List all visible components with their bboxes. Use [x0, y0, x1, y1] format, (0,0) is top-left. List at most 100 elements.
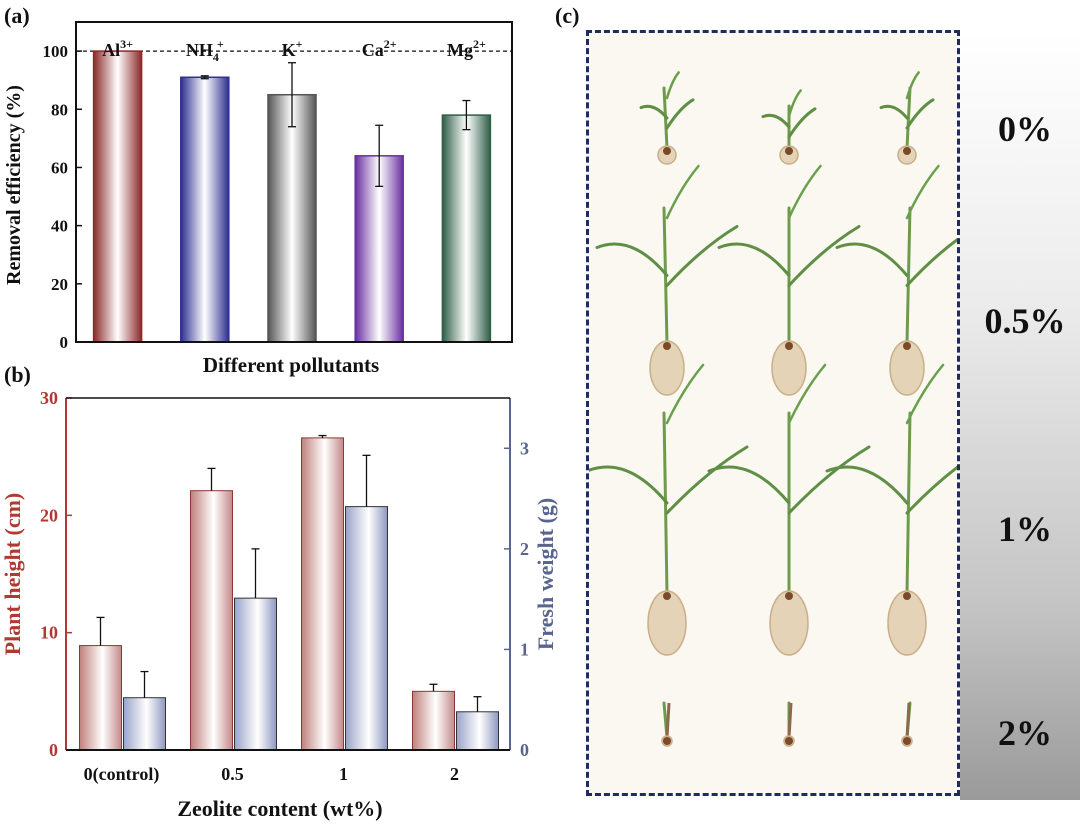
chart-a-marks: 0 20 40 60 80 100 Al3+ NH4+ K+ Ca2+ Mg2+	[43, 37, 512, 352]
chart-b-category-label: 0.5	[221, 764, 244, 784]
seedling-leaf	[707, 465, 791, 505]
chart-a-xlabel: Different pollutants	[203, 353, 379, 377]
chart-b-bar-height	[412, 690, 455, 751]
chart-a-removal-efficiency: 0 20 40 60 80 100 Al3+ NH4+ K+ Ca2+ Mg2+ Removal e…	[3, 21, 513, 377]
concentration-gradient-strip	[960, 30, 1080, 800]
chart-a-plot-frame	[75, 21, 513, 343]
chart-b-right-tick-label: 3	[520, 438, 529, 458]
chart-b-left-tick-label: 30	[40, 392, 58, 408]
seedling-seed	[663, 737, 671, 745]
seedling-seed	[663, 147, 671, 155]
seedling-leaf	[905, 164, 940, 220]
seedling-seed	[903, 737, 911, 745]
chart-b-bar-weight	[123, 697, 166, 751]
chart-a-ytick-label: 20	[51, 275, 68, 294]
seedling-leaf	[787, 107, 817, 139]
chart-b-bar-weight	[456, 711, 499, 751]
chart-b-left-tick-label: 0	[49, 740, 58, 760]
chart-b-bar-weight	[345, 506, 388, 751]
seedling-leaf	[905, 363, 945, 425]
chart-b-bar-height	[190, 490, 233, 751]
seedling-leaf	[787, 445, 871, 515]
concentration-label-0: 0%	[998, 109, 1052, 149]
seedling-photo-panel	[586, 30, 960, 796]
chart-b-category-label: 2	[450, 764, 459, 784]
seedling-leaf	[639, 104, 669, 120]
chart-b-bar-weight	[234, 597, 277, 751]
chart-a-ytick-label: 40	[51, 217, 68, 236]
chart-b-xlabel: Zeolite content (wt%)	[177, 796, 382, 821]
chart-b-category-label: 1	[339, 764, 348, 784]
chart-a-category-label: Al3+	[102, 37, 133, 60]
seedling-leaf	[787, 225, 861, 287]
chart-a-category-label: NH4+	[186, 37, 224, 64]
panel-label-b: (b)	[4, 362, 31, 387]
panel-label-c: (c)	[555, 3, 580, 28]
concentration-label-2: 1%	[998, 509, 1052, 549]
seedling-leaf	[787, 363, 827, 425]
chart-a-ytick-label: 80	[51, 100, 68, 119]
chart-b-right-tick-label: 1	[520, 639, 529, 659]
seedling-seed	[903, 342, 911, 350]
chart-b-marks: 0 10 20 30 0 1 2 3 0(control) 0.5 1 2	[40, 392, 529, 785]
seedling-leaf	[825, 465, 909, 505]
seedling-seed	[663, 342, 671, 350]
chart-b-right-ylabel: Fresh weight (g)	[533, 498, 558, 650]
seedling-illustrations	[589, 71, 957, 747]
chart-b-left-tick-label: 10	[40, 623, 58, 643]
seedling-leaf	[761, 113, 791, 129]
seedling-leaf	[787, 89, 802, 118]
seedling-root	[887, 590, 927, 656]
panel-label-a: (a)	[4, 3, 30, 28]
chart-a-bar	[92, 50, 143, 343]
seedling-root	[889, 340, 925, 396]
chart-a-ylabel: Removal efficiency (%)	[3, 85, 25, 285]
seedling-root	[649, 340, 685, 396]
seedling-leaf	[665, 445, 749, 515]
chart-b-category-label: 0(control)	[84, 764, 160, 785]
chart-a-category-label: Ca2+	[362, 37, 397, 60]
seedling-leaf	[589, 465, 669, 505]
chart-b-right-tick-label: 0	[520, 740, 529, 760]
seedling-root	[769, 590, 809, 656]
chart-a-bar	[180, 76, 230, 343]
chart-a-category-label: Mg2+	[447, 37, 486, 60]
seedling-seed	[785, 737, 793, 745]
seedling-sprout	[787, 702, 793, 739]
seedling-leaf	[905, 238, 957, 287]
seedling-seed	[785, 592, 793, 600]
seedling-sprout	[665, 702, 671, 739]
seedling-leaf	[717, 242, 791, 277]
seedling-root	[647, 590, 687, 656]
seedling-leaf	[879, 104, 909, 120]
chart-b-bar-height	[79, 645, 122, 751]
seedling-seed	[903, 147, 911, 155]
chart-a-bar	[267, 93, 317, 343]
seedling-leaf	[905, 71, 920, 100]
chart-a-ytick-label: 0	[60, 333, 69, 352]
chart-a-ytick-label: 100	[43, 42, 69, 61]
seedling-seed	[663, 592, 671, 600]
seedling-leaf	[595, 242, 669, 277]
seedling-leaf	[665, 363, 705, 425]
seedling-seed	[785, 147, 793, 155]
chart-b-left-ylabel: Plant height (cm)	[0, 493, 25, 656]
seedling-seed	[785, 342, 793, 350]
seedling-leaf	[905, 98, 935, 130]
seedling-root	[771, 340, 807, 396]
seedling-leaf	[905, 465, 957, 515]
chart-b-bar-height	[301, 437, 344, 751]
seedling-leaf	[665, 98, 695, 130]
concentration-label-3: 2%	[998, 713, 1052, 753]
chart-a-bar	[441, 114, 492, 343]
chart-a-category-label: K+	[282, 37, 303, 60]
seedling-leaf	[665, 71, 680, 100]
chart-b-plant-growth: 0 10 20 30 0 1 2 3 0(control) 0.5 1 2 Plant height …	[0, 392, 558, 821]
chart-a-ytick-label: 60	[51, 158, 68, 177]
seedling-seed	[903, 592, 911, 600]
concentration-label-1: 0.5%	[984, 301, 1066, 341]
seedling-sprout	[905, 702, 911, 739]
seedling-leaf	[787, 164, 822, 220]
seedling-leaf	[665, 164, 700, 220]
chart-b-left-tick-label: 20	[40, 505, 58, 525]
